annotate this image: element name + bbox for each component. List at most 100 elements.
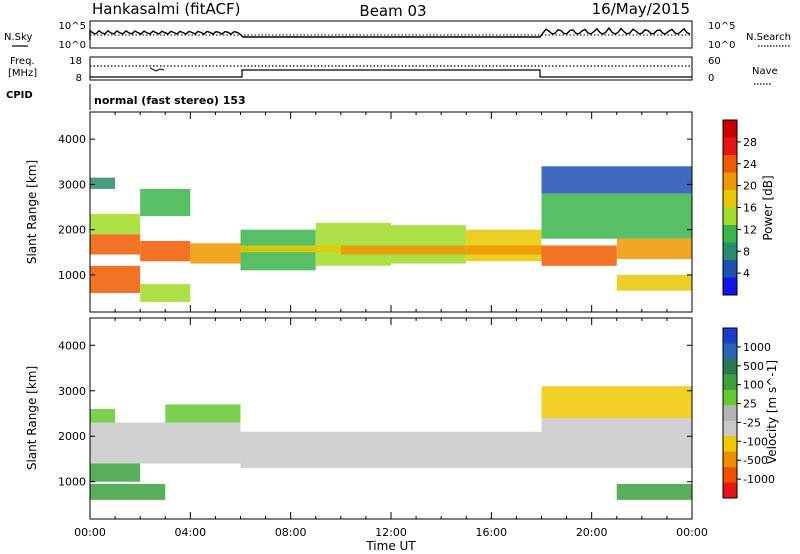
nsky-trace <box>89 26 692 40</box>
heatmap-band <box>140 188 191 217</box>
x-tick-label: 00:00 <box>74 526 106 539</box>
colorbar-swatch <box>723 277 737 296</box>
x-tick-label: 00:00 <box>676 526 708 539</box>
x-tick-label: 04:00 <box>174 526 206 539</box>
heatmap-band <box>340 245 542 255</box>
power-colorbar-swatches <box>723 120 737 296</box>
nave-tick-bottom: 0 <box>708 73 714 84</box>
heatmap-band <box>165 404 241 423</box>
velocity-heatmap <box>90 386 692 500</box>
colorbar-swatch <box>723 405 737 422</box>
power-heatmap <box>90 166 692 303</box>
colorbar-tick-label: 25 <box>743 398 757 411</box>
heatmap-band <box>90 265 141 293</box>
station-title: Hankasalmi (fitACF) <box>92 0 240 18</box>
power-colorbar-ticks: 28 24 20 16 12 8 4 <box>737 136 757 280</box>
nsky-label: N.Sky <box>4 32 32 43</box>
nave-label: Nave <box>752 66 778 77</box>
nsearch-tick-bottom: 10^0 <box>708 40 735 51</box>
heatmap-band <box>90 408 116 423</box>
heatmap-band <box>190 243 241 264</box>
colorbar-swatch <box>723 328 737 344</box>
colorbar-tick-label: -500 <box>743 454 768 467</box>
y-tick-label: 1000 <box>58 476 86 489</box>
colorbar-swatch <box>723 389 737 406</box>
heatmap-band <box>140 240 191 262</box>
velocity-ylabel: Slant Range [km] <box>25 366 39 470</box>
colorbar-swatch <box>723 260 737 278</box>
colorbar-swatch <box>723 420 737 437</box>
x-tick-label: 20:00 <box>576 526 608 539</box>
heatmap-band <box>90 463 141 482</box>
velocity-y-axis: 1000 2000 3000 4000 <box>58 339 692 489</box>
freq-label-1: Freq. <box>10 56 35 67</box>
nsearch-tick-top: 10^5 <box>708 21 735 32</box>
velocity-x-ticks <box>89 318 693 519</box>
heatmap-band <box>541 418 692 469</box>
power-x-ticks <box>89 112 693 312</box>
nsearch-label: N.Search <box>746 32 791 43</box>
colorbar-swatch <box>723 120 737 138</box>
heatmap-band <box>541 193 692 239</box>
freq-tick-bottom: 8 <box>76 73 82 84</box>
nsky-tick-top: 10^5 <box>59 21 86 32</box>
nsky-panel: 10^5 10^0 10^5 10^0 N.Sky N.Search <box>4 20 791 51</box>
heatmap-band <box>541 166 692 194</box>
colorbar-swatch <box>723 482 737 499</box>
colorbar-tick-label: 24 <box>743 158 757 171</box>
heatmap-band <box>240 245 341 253</box>
cpid-label: CPID <box>6 90 33 101</box>
colorbar-tick-label: 500 <box>743 360 764 373</box>
x-axis-label: Time UT <box>365 539 416 553</box>
power-panel: 1000 2000 3000 4000 Slant Range [km] <box>25 111 693 313</box>
colorbar-tick-label: 100 <box>743 379 764 392</box>
colorbar-tick-label: 28 <box>743 136 757 149</box>
colorbar-tick-label: 1000 <box>743 341 771 354</box>
x-tick-label: 16:00 <box>475 526 507 539</box>
heatmap-band <box>616 238 692 260</box>
cpid-text: normal (fast stereo) 153 <box>94 94 246 107</box>
colorbar-swatch <box>723 451 737 468</box>
colorbar-swatch <box>723 155 737 173</box>
colorbar-tick-label: 16 <box>743 202 757 215</box>
colorbar-swatch <box>723 343 737 360</box>
colorbar-tick-label: -25 <box>743 416 761 429</box>
heatmap-band <box>90 483 166 500</box>
y-tick-label: 2000 <box>58 430 86 443</box>
velocity-colorbar-label: Velocity [m s^-1] <box>765 360 779 464</box>
y-tick-label: 3000 <box>58 178 86 191</box>
colorbar-tick-label: -100 <box>743 435 768 448</box>
heatmap-band <box>541 245 617 266</box>
colorbar-tick-label: -1000 <box>743 473 775 486</box>
heatmap-band <box>90 177 116 189</box>
y-tick-label: 1000 <box>58 269 86 282</box>
colorbar-swatch <box>723 225 737 243</box>
heatmap-band <box>90 213 141 235</box>
heatmap-band <box>391 225 467 264</box>
colorbar-tick-label: 20 <box>743 180 757 193</box>
power-colorbar-label: Power [dB] <box>761 175 775 240</box>
colorbar-swatch <box>723 190 737 208</box>
heatmap-band <box>315 222 391 266</box>
heatmap-band <box>240 431 542 469</box>
colorbar-tick-label: 4 <box>743 267 750 280</box>
y-tick-label: 4000 <box>58 133 86 146</box>
velocity-colorbar: 1000 500 100 25 -25 -100 -500 -1000 Velocity [m… <box>722 327 779 499</box>
heatmap-band <box>140 283 191 303</box>
colorbar-swatch <box>723 242 737 261</box>
velocity-colorbar-ticks: 1000 500 100 25 -25 -100 -500 -1000 <box>737 341 775 486</box>
nave-tick-top: 60 <box>708 56 721 67</box>
beam-title: Beam 03 <box>359 2 426 20</box>
nsky-line <box>89 26 691 40</box>
colorbar-swatch <box>723 467 737 484</box>
colorbar-tick-label: 12 <box>743 223 757 236</box>
y-tick-label: 4000 <box>58 339 86 352</box>
freq-panel: 18 8 60 0 Freq. [MHz] Nave <box>8 56 778 85</box>
colorbar-swatch <box>723 436 737 453</box>
x-tick-label: 12:00 <box>375 526 407 539</box>
colorbar-swatch <box>723 374 737 391</box>
nsky-tick-bottom: 10^0 <box>59 40 86 51</box>
heatmap-band <box>616 274 692 291</box>
time-axis: 00:00 04:00 08:00 12:00 16:00 20:00 00:00 <box>74 526 708 539</box>
